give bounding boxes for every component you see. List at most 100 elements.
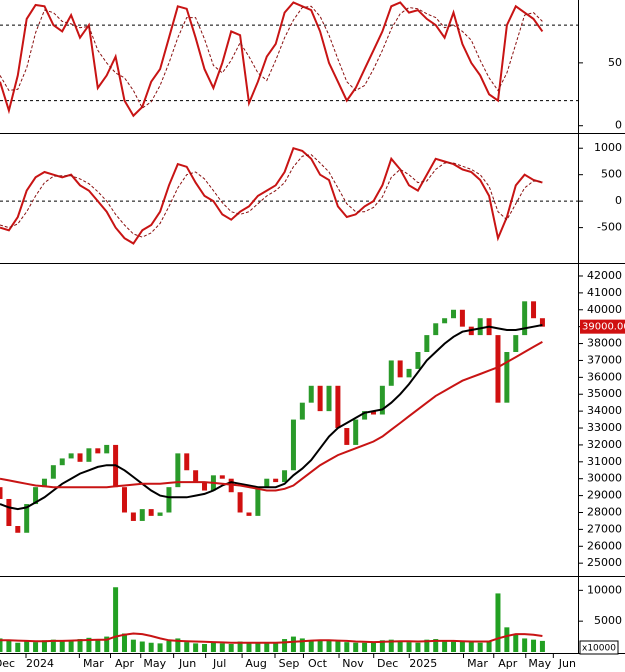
volume-bar — [468, 642, 474, 652]
volume-bar — [495, 593, 501, 652]
candle — [459, 309, 465, 327]
candle — [451, 309, 457, 319]
volume-bar — [175, 638, 181, 652]
candle — [397, 360, 403, 378]
candle — [495, 335, 501, 403]
panel — [0, 1, 578, 118]
y-tick-label: 40000 — [587, 303, 622, 316]
y-tick-label: 37000 — [587, 353, 622, 366]
volume-bar — [264, 643, 270, 652]
volume-bar — [353, 642, 359, 652]
y-tick-label: 41000 — [587, 286, 622, 299]
y-tick-label: 29000 — [587, 489, 622, 502]
y-tick-label: -500 — [597, 221, 622, 234]
candle — [139, 509, 145, 521]
volume-bar — [451, 640, 457, 652]
volume-bar — [0, 638, 3, 652]
candle — [86, 448, 92, 462]
candle — [15, 526, 21, 533]
volume-bar — [477, 642, 483, 652]
y-tick-label: 33000 — [587, 421, 622, 434]
y-tick-label: 36000 — [587, 370, 622, 383]
x-tick-label: Oct — [308, 657, 328, 670]
volume-bar — [326, 640, 332, 652]
candle — [522, 301, 528, 336]
volume-bar — [539, 640, 545, 652]
candle — [379, 385, 385, 415]
candle — [148, 509, 154, 516]
series-line — [0, 154, 543, 238]
volume-bar — [193, 643, 199, 652]
series-line — [0, 1, 544, 118]
candle — [130, 512, 136, 521]
candle — [202, 482, 208, 491]
volume-bar — [397, 640, 403, 652]
candle — [104, 444, 110, 454]
volume-bar — [531, 639, 537, 652]
volume-bar — [406, 642, 412, 652]
volume-bar — [68, 641, 74, 652]
candle — [477, 318, 483, 336]
x-tick-label: Apr — [498, 657, 518, 670]
volume-bar — [486, 641, 492, 652]
y-tick-label: 500 — [601, 168, 622, 181]
volume-bar — [424, 639, 430, 652]
candle — [6, 498, 12, 527]
candle — [193, 470, 199, 483]
candle — [273, 478, 279, 483]
candle — [68, 453, 74, 459]
candle — [77, 453, 83, 462]
y-tick-label: 32000 — [587, 438, 622, 451]
candle — [539, 318, 545, 327]
y-tick-label: 25000 — [587, 556, 622, 569]
volume-bar — [33, 642, 39, 652]
volume-bar — [370, 641, 376, 652]
volume-bar — [77, 639, 83, 652]
series-line — [0, 341, 543, 492]
y-tick-label: 26000 — [587, 539, 622, 552]
volume-bar — [95, 640, 101, 652]
unit-box — [579, 640, 619, 655]
candle — [353, 419, 359, 445]
volume-bar — [50, 639, 56, 652]
candle — [95, 448, 101, 454]
y-tick-label: 50 — [608, 56, 622, 69]
x-tick-label: 2024 — [26, 657, 54, 670]
volume-bar — [210, 642, 216, 652]
panel — [0, 146, 578, 245]
candle — [335, 385, 341, 429]
panel — [0, 587, 545, 652]
x-tick-label: May — [528, 657, 551, 670]
volume-bar — [246, 642, 252, 652]
volume-bar — [202, 643, 208, 652]
candle — [388, 360, 394, 386]
volume-bar — [157, 643, 163, 652]
candle — [24, 504, 30, 533]
volume-bar — [184, 642, 190, 652]
volume-bar — [513, 634, 519, 652]
x-tick-label: Jun — [178, 657, 196, 670]
candle — [246, 512, 252, 516]
volume-bar — [459, 641, 465, 652]
candle — [424, 335, 430, 353]
x-tick-label: Jun — [558, 657, 576, 670]
y-tick-label: 10000 — [587, 583, 622, 596]
x-tick-label: Sep — [279, 657, 300, 670]
candle — [344, 428, 350, 445]
volume-bar — [41, 640, 47, 652]
axes: 0 50 -500 0 500 1000 25000 26000 27000 28000 29000… — [0, 56, 625, 670]
volume-bar — [433, 639, 439, 652]
candle — [442, 318, 448, 324]
candle — [219, 475, 225, 479]
series-line — [0, 324, 543, 511]
candle — [415, 352, 421, 369]
volume-bar — [504, 627, 510, 652]
y-tick-label: 35000 — [587, 387, 622, 400]
candle — [308, 385, 314, 403]
volume-bar — [228, 643, 234, 652]
x-tick-label: 2025 — [409, 657, 437, 670]
y-tick-label: 28000 — [587, 505, 622, 518]
candle — [166, 487, 172, 513]
volume-bar — [522, 638, 528, 652]
